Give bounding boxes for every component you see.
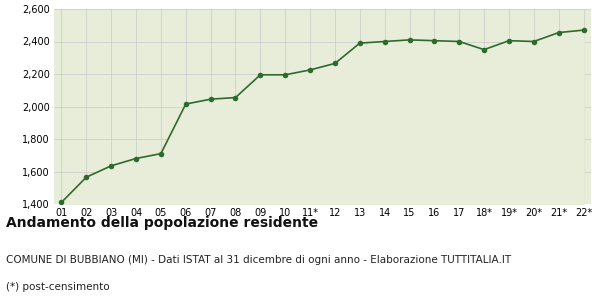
Point	[579, 28, 589, 32]
Point	[405, 38, 415, 42]
Point	[82, 175, 91, 180]
Point	[181, 102, 191, 106]
Point	[554, 30, 563, 35]
Point	[106, 164, 116, 168]
Point	[230, 95, 240, 100]
Point	[156, 151, 166, 156]
Point	[504, 38, 514, 43]
Text: (*) post-censimento: (*) post-censimento	[6, 282, 110, 292]
Point	[330, 61, 340, 66]
Point	[454, 39, 464, 44]
Point	[529, 39, 539, 44]
Point	[305, 68, 315, 72]
Point	[206, 97, 215, 102]
Point	[430, 38, 439, 43]
Point	[380, 39, 389, 44]
Point	[280, 72, 290, 77]
Point	[256, 72, 265, 77]
Point	[56, 200, 66, 205]
Text: COMUNE DI BUBBIANO (MI) - Dati ISTAT al 31 dicembre di ogni anno - Elaborazione : COMUNE DI BUBBIANO (MI) - Dati ISTAT al …	[6, 255, 511, 265]
Point	[479, 47, 489, 52]
Point	[131, 156, 141, 161]
Point	[355, 41, 365, 46]
Text: Andamento della popolazione residente: Andamento della popolazione residente	[6, 216, 318, 230]
